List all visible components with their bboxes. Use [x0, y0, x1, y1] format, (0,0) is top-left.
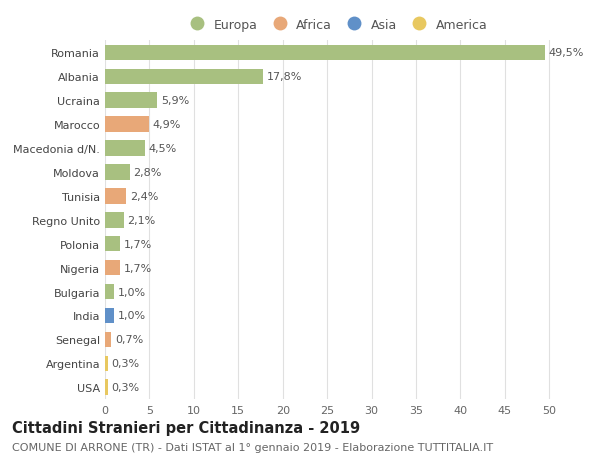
Bar [105, 165, 130, 180]
Text: 1,0%: 1,0% [118, 287, 146, 297]
Text: 0,3%: 0,3% [111, 382, 139, 392]
Text: 4,9%: 4,9% [152, 120, 181, 130]
Bar [105, 213, 124, 228]
Text: 2,8%: 2,8% [133, 168, 162, 178]
Text: 0,3%: 0,3% [111, 358, 139, 369]
Legend: Europa, Africa, Asia, America: Europa, Africa, Asia, America [185, 18, 487, 32]
Bar [105, 45, 545, 61]
Bar [105, 284, 114, 300]
Text: Cittadini Stranieri per Cittadinanza - 2019: Cittadini Stranieri per Cittadinanza - 2… [12, 420, 360, 435]
Text: 4,5%: 4,5% [149, 144, 177, 154]
Bar [105, 141, 145, 157]
Text: 2,4%: 2,4% [130, 191, 158, 202]
Bar [105, 189, 127, 204]
Bar [105, 236, 120, 252]
Bar [105, 93, 157, 109]
Text: COMUNE DI ARRONE (TR) - Dati ISTAT al 1° gennaio 2019 - Elaborazione TUTTITALIA.: COMUNE DI ARRONE (TR) - Dati ISTAT al 1°… [12, 442, 493, 452]
Bar [105, 332, 111, 347]
Bar [105, 308, 114, 324]
Text: 5,9%: 5,9% [161, 96, 189, 106]
Text: 0,7%: 0,7% [115, 335, 143, 345]
Bar [105, 260, 120, 276]
Bar [105, 380, 107, 395]
Bar [105, 69, 263, 85]
Bar [105, 356, 107, 371]
Text: 49,5%: 49,5% [548, 48, 584, 58]
Text: 17,8%: 17,8% [266, 72, 302, 82]
Bar [105, 117, 149, 133]
Text: 1,7%: 1,7% [124, 263, 152, 273]
Text: 1,0%: 1,0% [118, 311, 146, 321]
Text: 1,7%: 1,7% [124, 239, 152, 249]
Text: 2,1%: 2,1% [127, 215, 155, 225]
